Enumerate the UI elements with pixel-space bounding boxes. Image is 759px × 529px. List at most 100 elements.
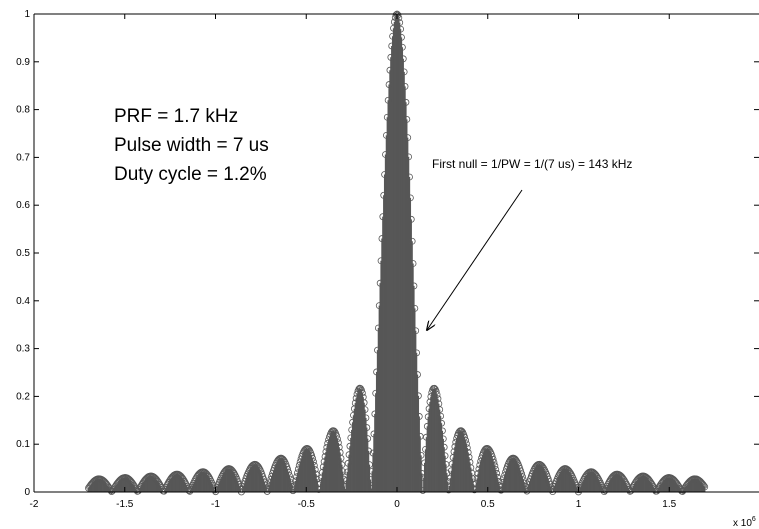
data-point xyxy=(443,469,451,477)
data-point xyxy=(440,443,448,451)
x-tick-label: 1.5 xyxy=(662,499,676,510)
data-point xyxy=(488,453,496,460)
data-point xyxy=(461,433,469,441)
data-point xyxy=(406,173,413,181)
y-tick-label: 0 xyxy=(24,487,30,498)
annotation-arrow xyxy=(427,189,523,330)
data-point xyxy=(492,466,500,473)
data-point xyxy=(230,470,238,477)
data-point xyxy=(397,25,405,33)
data-point xyxy=(360,399,368,407)
data-point xyxy=(402,98,410,106)
data-point xyxy=(433,391,441,398)
data-point xyxy=(465,453,473,461)
data-point xyxy=(405,153,413,161)
data-point xyxy=(458,427,466,435)
data-point xyxy=(310,462,318,469)
x-tick-label: 0.5 xyxy=(481,499,495,510)
data-point xyxy=(412,327,420,335)
data-point xyxy=(313,475,321,483)
data-point xyxy=(339,468,347,476)
data-point xyxy=(438,419,445,427)
data-point xyxy=(567,471,575,479)
data-point xyxy=(518,470,525,478)
data-point xyxy=(362,414,370,422)
data-point xyxy=(334,439,342,447)
data-point xyxy=(494,473,501,481)
data-point xyxy=(414,371,421,378)
data-point xyxy=(519,473,526,481)
info-line-prf: PRF = 1.7 kHz xyxy=(114,106,238,127)
data-point xyxy=(486,446,493,454)
data-point xyxy=(206,474,213,482)
data-point xyxy=(312,470,320,478)
data-point xyxy=(411,304,419,312)
data-point xyxy=(415,413,423,420)
data-point xyxy=(410,282,418,290)
data-point xyxy=(334,435,341,443)
data-point xyxy=(403,116,411,123)
data-point xyxy=(399,55,407,63)
data-point xyxy=(493,469,501,477)
data-point xyxy=(400,68,408,76)
data-point xyxy=(395,14,403,22)
data-point xyxy=(701,483,709,491)
y-tick-label: 0.8 xyxy=(16,105,30,116)
data-point xyxy=(398,43,406,51)
data-point xyxy=(495,478,502,485)
data-point xyxy=(363,424,371,431)
data-point xyxy=(408,237,416,245)
y-tick-label: 0.2 xyxy=(16,391,30,402)
data-point xyxy=(338,461,346,469)
data-point xyxy=(309,454,316,462)
data-point xyxy=(261,478,268,486)
data-point xyxy=(466,458,474,466)
data-point xyxy=(280,457,288,465)
data-point xyxy=(463,440,470,448)
data-point xyxy=(255,464,263,472)
data-point xyxy=(407,215,415,223)
data-point xyxy=(358,386,365,394)
data-point xyxy=(365,447,372,455)
data-point xyxy=(540,465,548,472)
data-point xyxy=(512,457,520,464)
data-point xyxy=(230,468,237,476)
data-point xyxy=(437,412,445,420)
data-point xyxy=(364,435,372,442)
data-point xyxy=(335,443,343,451)
x-tick-label: 0 xyxy=(394,499,400,510)
data-point xyxy=(414,392,422,400)
data-point xyxy=(441,452,449,460)
data-point xyxy=(284,465,292,473)
data-point xyxy=(409,260,417,267)
info-line-pulse-width: Pulse width = 7 us xyxy=(114,135,269,156)
data-point xyxy=(310,458,317,466)
data-point xyxy=(462,436,469,444)
data-point xyxy=(333,432,340,440)
data-point xyxy=(623,480,630,488)
annotation-text: First null = 1/PW = 1/(7 us) = 143 kHz xyxy=(432,157,632,171)
info-line-duty-cycle: Duty cycle = 1.2% xyxy=(114,164,267,185)
data-point xyxy=(305,446,313,454)
x-multiplier-exponent: 6 xyxy=(752,516,756,523)
data-point xyxy=(463,444,471,452)
y-tick-label: 1 xyxy=(24,9,30,20)
y-tick-label: 0.4 xyxy=(16,296,30,307)
data-point xyxy=(439,435,447,443)
data-point xyxy=(337,454,345,462)
x-multiplier-label: x 106 xyxy=(733,516,756,529)
data-point xyxy=(396,19,404,27)
data-point xyxy=(401,83,409,90)
y-tick-label: 0.5 xyxy=(16,248,30,259)
data-point xyxy=(357,385,364,392)
data-point xyxy=(567,469,574,477)
data-point xyxy=(436,406,444,413)
data-point xyxy=(285,468,292,476)
data-point xyxy=(358,389,366,397)
data-point xyxy=(331,428,339,436)
data-point xyxy=(434,395,442,403)
y-tick-label: 0.9 xyxy=(16,57,30,68)
data-point xyxy=(490,459,498,466)
data-point xyxy=(413,349,421,357)
